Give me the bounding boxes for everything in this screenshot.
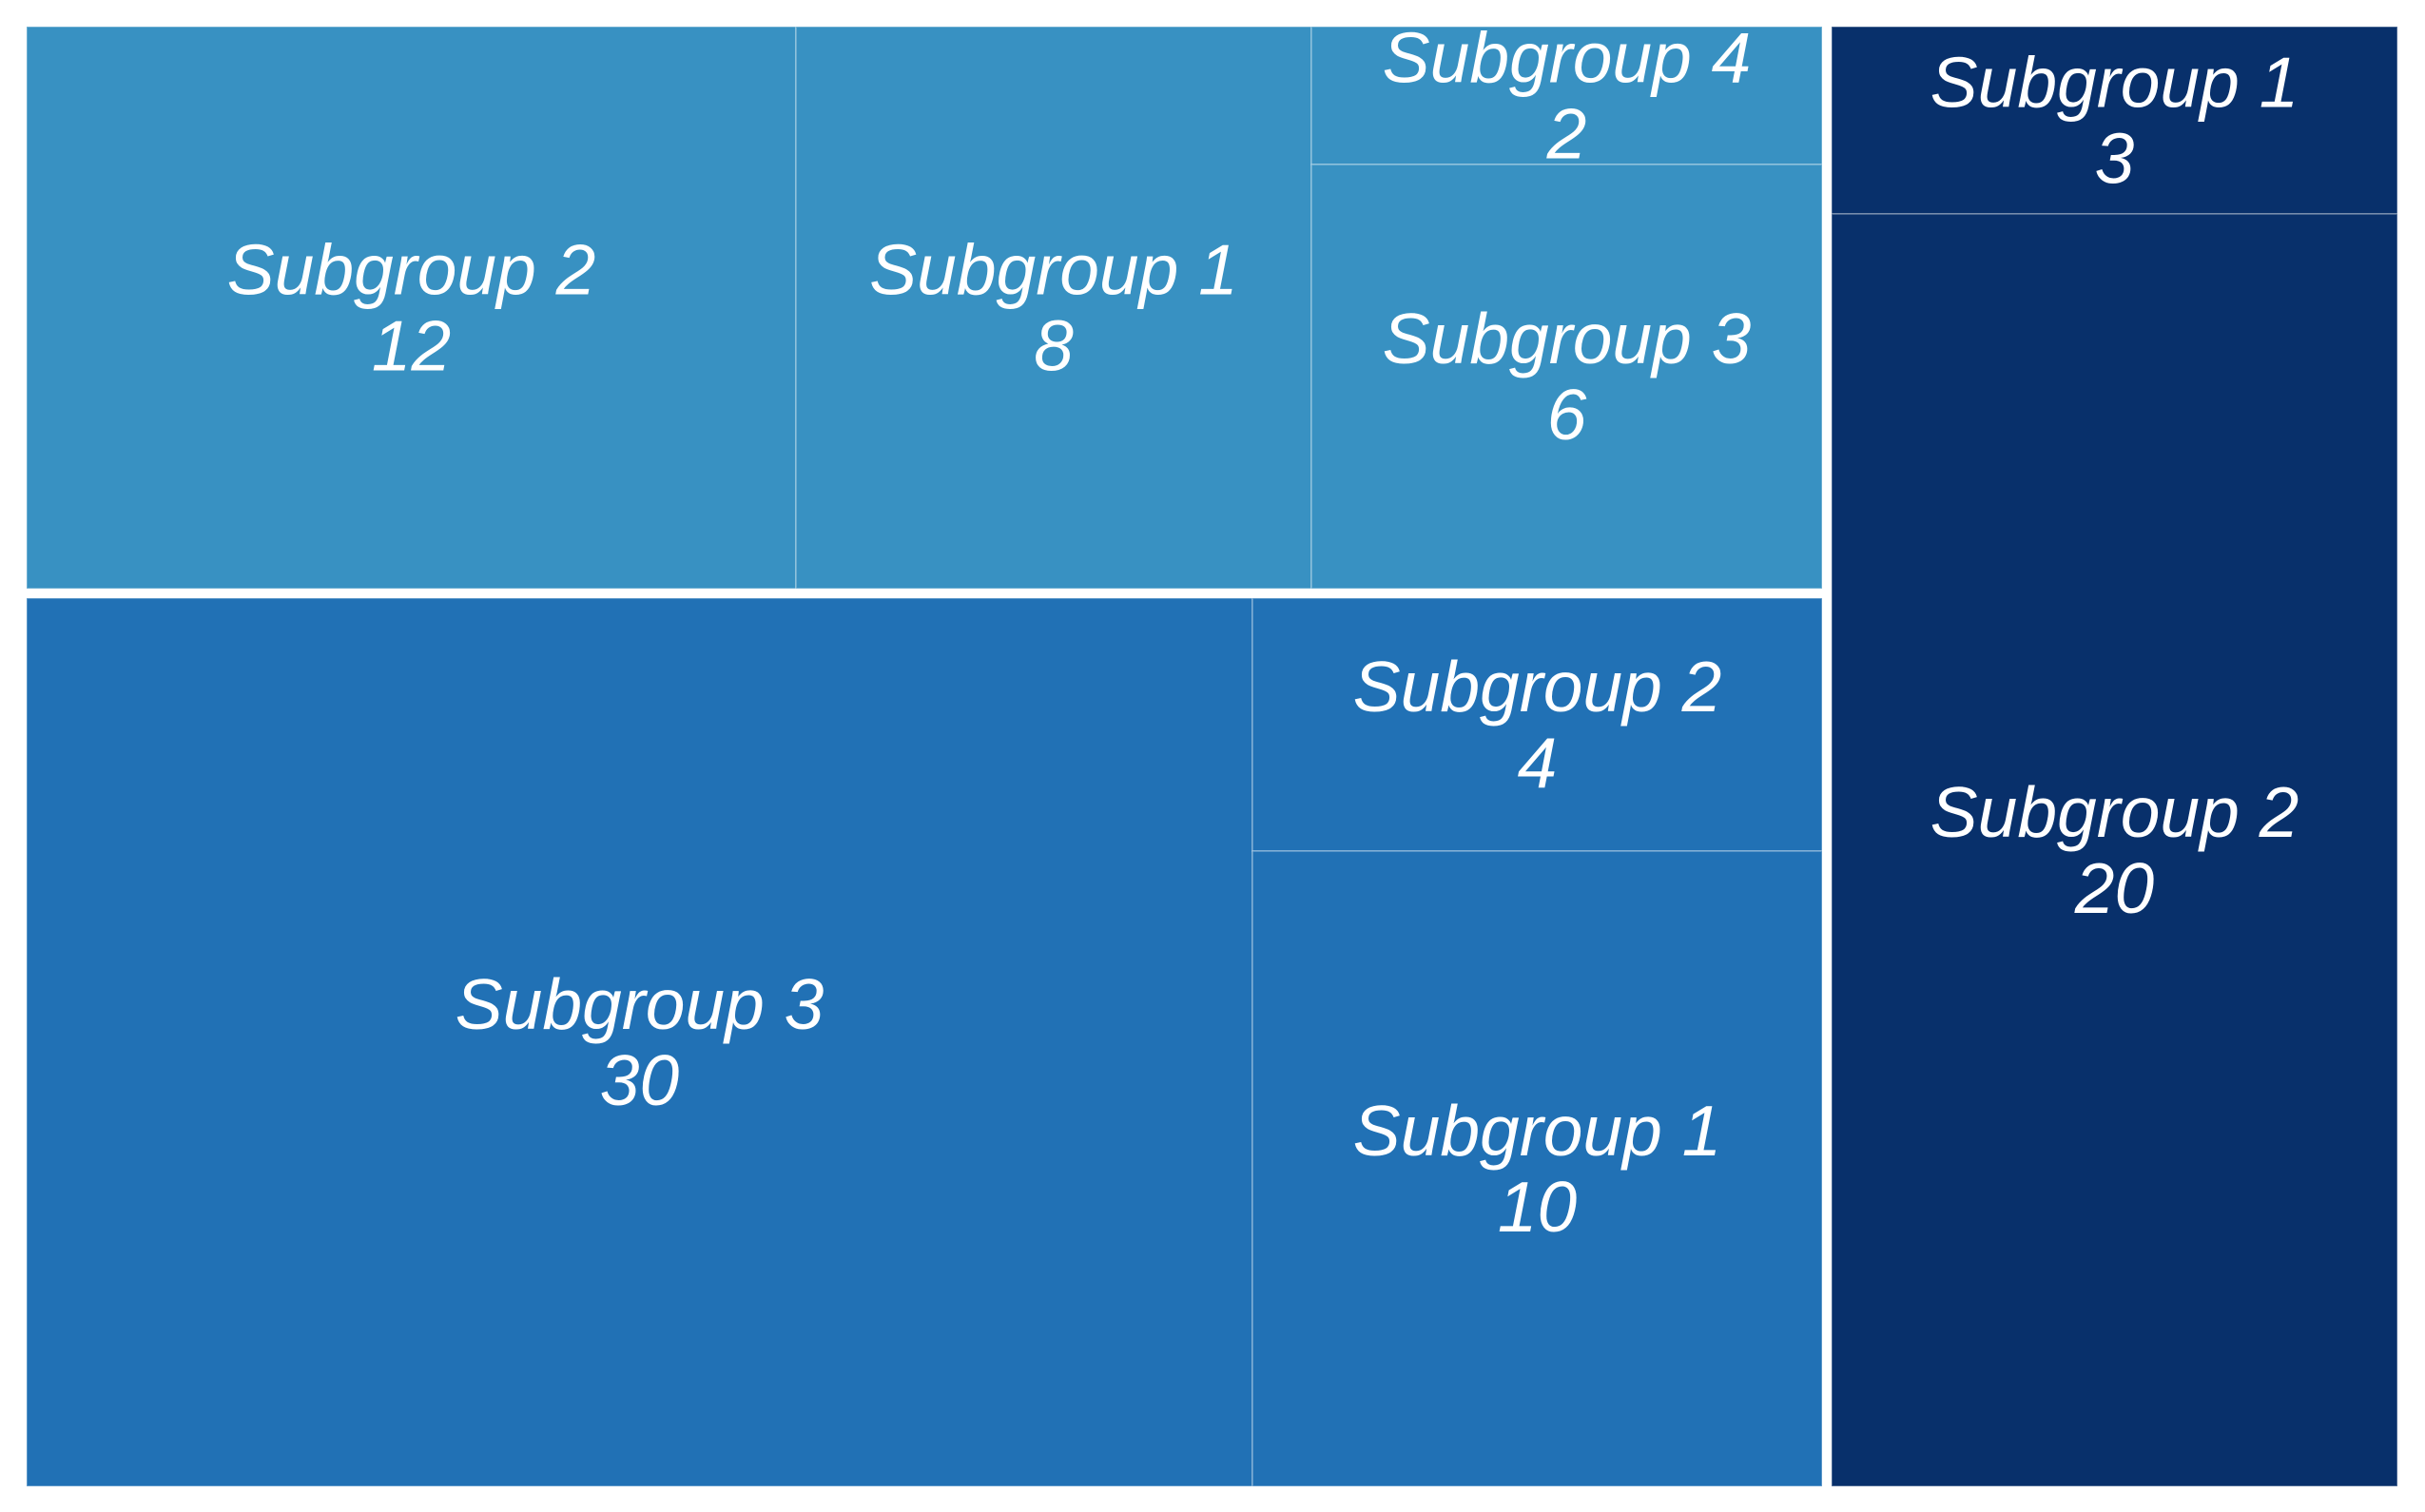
tile-label: Subgroup 1 xyxy=(1930,43,2299,123)
tile-value: 20 xyxy=(2074,848,2155,928)
tile-value: 30 xyxy=(600,1040,680,1120)
treemap-group-3: Subgroup 13 Subgroup 220 xyxy=(1831,26,2398,1487)
treemap-tile xyxy=(26,597,1253,1487)
tile-label: Subgroup 2 xyxy=(1353,647,1722,727)
tile-label: Subgroup 3 xyxy=(456,964,824,1044)
tile-value: 3 xyxy=(2095,119,2135,199)
tile-label: Subgroup 4 xyxy=(1383,18,1752,98)
tile-label: Subgroup 1 xyxy=(869,230,1238,310)
treemap-tile xyxy=(1831,26,2398,215)
treemap-tile xyxy=(1831,213,2398,1487)
treemap-tile xyxy=(1251,850,1823,1487)
tile-label: Subgroup 1 xyxy=(1353,1091,1722,1171)
tile-value: 6 xyxy=(1547,375,1587,455)
tile-label: Subgroup 3 xyxy=(1383,299,1752,378)
tile-label: Subgroup 2 xyxy=(1930,772,2299,852)
tile-value: 4 xyxy=(1518,723,1558,803)
treemap-tile xyxy=(1251,597,1823,852)
tile-value: 10 xyxy=(1498,1167,1578,1247)
treemap-tile xyxy=(795,26,1312,590)
tile-label: Subgroup 2 xyxy=(227,230,596,310)
treemap-tile xyxy=(1310,26,1823,165)
treemap-group-2: Subgroup 330 Subgroup 24 Subgroup 110 xyxy=(26,597,1823,1487)
treemap-tile xyxy=(26,26,797,590)
tile-value: 12 xyxy=(372,306,451,386)
tile-value: 8 xyxy=(1034,306,1074,386)
tile-value: 2 xyxy=(1546,94,1587,174)
treemap-group-1: Subgroup 212 Subgroup 18 Subgroup 42 Subgro… xyxy=(26,18,1823,590)
treemap-tile xyxy=(1310,164,1823,590)
